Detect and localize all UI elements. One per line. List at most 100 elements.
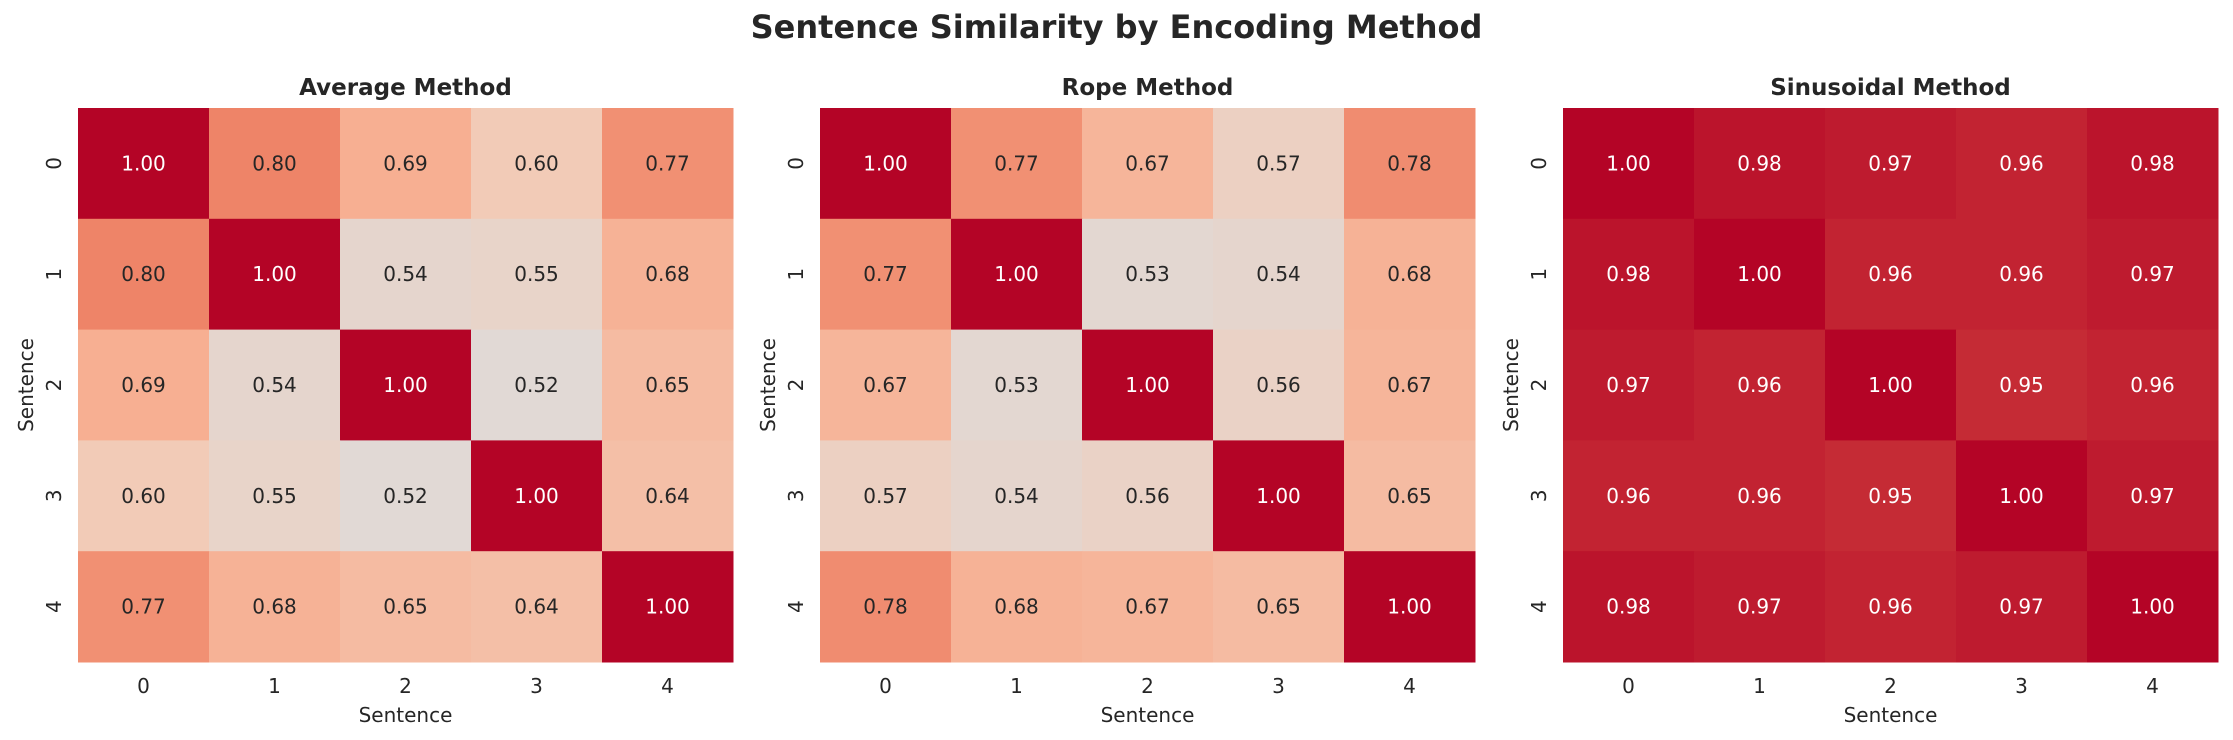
cell-annotation: 0.60	[514, 151, 559, 175]
heatmap-cell	[1082, 329, 1214, 441]
heatmap-cell	[209, 551, 341, 663]
heatmap-cell	[951, 108, 1083, 220]
y-tick-label: 2	[784, 379, 808, 392]
heatmap-cell	[78, 329, 210, 441]
cell-annotation: 0.68	[252, 595, 297, 619]
cell-annotation: 1.00	[645, 595, 690, 619]
x-tick-label: 3	[530, 674, 543, 698]
cell-annotation: 1.00	[2130, 595, 2175, 619]
cell-annotation: 0.56	[1125, 484, 1170, 508]
heatmap-cell	[1956, 551, 2088, 663]
heatmap-cell	[1825, 329, 1957, 441]
heatmap-cell	[471, 440, 603, 552]
heatmap-cell	[1213, 108, 1345, 220]
cell-annotation: 0.97	[1999, 595, 2044, 619]
cell-annotation: 0.97	[2130, 484, 2175, 508]
y-tick-label: 4	[784, 600, 808, 613]
x-tick-label: 3	[1272, 674, 1285, 698]
heatmap-cell	[1825, 440, 1957, 552]
cell-annotation: 0.96	[1606, 484, 1651, 508]
heatmap-cell	[2087, 218, 2219, 331]
heatmap-cell	[1213, 551, 1345, 663]
cell-annotation: 0.69	[121, 373, 166, 397]
cell-annotation: 0.97	[1868, 151, 1913, 175]
heatmap-cell	[78, 551, 210, 663]
x-axis-label: Sentence	[1844, 703, 1938, 727]
heatmap-cell	[1082, 551, 1214, 663]
x-tick-label: 3	[2015, 674, 2028, 698]
y-tick-label: 4	[42, 600, 66, 613]
y-tick-label: 2	[1527, 379, 1551, 392]
cell-annotation: 0.68	[994, 595, 1039, 619]
cell-annotation: 0.95	[1999, 373, 2044, 397]
cell-annotation: 0.96	[1999, 151, 2044, 175]
cell-annotation: 0.57	[863, 484, 908, 508]
cell-annotation: 0.78	[863, 595, 908, 619]
heatmap-cell	[602, 440, 734, 552]
cell-annotation: 0.97	[1606, 373, 1651, 397]
heatmap-cell	[820, 218, 952, 331]
x-tick-label: 4	[2146, 674, 2159, 698]
heatmap-cell	[78, 218, 210, 331]
cell-annotation: 0.52	[514, 373, 559, 397]
heatmap-cell	[1825, 551, 1957, 663]
cell-annotation: 1.00	[121, 151, 166, 175]
cell-annotation: 0.80	[252, 151, 297, 175]
heatmap-cell	[1344, 551, 1476, 663]
heatmap-cell	[209, 329, 341, 441]
y-tick-label: 2	[42, 379, 66, 392]
cell-annotation: 0.98	[1606, 262, 1651, 286]
y-tick-label: 1	[42, 268, 66, 281]
heatmap-cell	[471, 329, 603, 441]
panel-title: Average Method	[299, 75, 512, 101]
x-axis-label: Sentence	[359, 703, 453, 727]
x-tick-label: 4	[661, 674, 674, 698]
cell-annotation: 0.57	[1256, 151, 1301, 175]
cell-annotation: 0.96	[2130, 373, 2175, 397]
cell-annotation: 0.95	[1868, 484, 1913, 508]
y-tick-label: 4	[1527, 600, 1551, 613]
cell-annotation: 0.96	[1868, 595, 1913, 619]
y-axis-label: Sentence	[14, 338, 38, 432]
cell-annotation: 0.55	[514, 262, 559, 286]
heatmap-cell	[1956, 218, 2088, 331]
x-tick-label: 1	[1010, 674, 1023, 698]
heatmap-cell	[1825, 108, 1957, 220]
heatmap-cell	[1563, 329, 1695, 441]
cell-annotation: 0.98	[1606, 595, 1651, 619]
heatmap-cell	[820, 329, 952, 441]
heatmap-cell	[340, 329, 472, 441]
heatmap-cell	[1694, 108, 1826, 220]
heatmap-cell	[1956, 440, 2088, 552]
cell-annotation: 1.00	[1868, 373, 1913, 397]
x-tick-label: 0	[1622, 674, 1635, 698]
x-tick-label: 1	[1753, 674, 1766, 698]
heatmap-cell	[2087, 108, 2219, 220]
heatmap-cell	[1344, 108, 1476, 220]
heatmap-cell	[951, 218, 1083, 331]
heatmap-cell	[340, 108, 472, 220]
cell-annotation: 0.77	[863, 262, 908, 286]
cell-annotation: 0.67	[1387, 373, 1432, 397]
x-tick-label: 2	[399, 674, 412, 698]
heatmap-cell	[209, 218, 341, 331]
cell-annotation: 0.55	[252, 484, 297, 508]
cell-annotation: 0.68	[1387, 262, 1432, 286]
heatmap-cell	[209, 440, 341, 552]
panel-title: Sinusoidal Method	[1770, 75, 2011, 101]
cell-annotation: 0.54	[994, 484, 1039, 508]
y-tick-label: 3	[784, 489, 808, 502]
y-tick-label: 0	[42, 157, 66, 170]
cell-annotation: 0.67	[1125, 151, 1170, 175]
cell-annotation: 0.96	[1999, 262, 2044, 286]
heatmap-cell	[1344, 218, 1476, 331]
cell-annotation: 0.67	[1125, 595, 1170, 619]
cell-annotation: 1.00	[1606, 151, 1651, 175]
cell-annotation: 1.00	[1999, 484, 2044, 508]
heatmap-cell	[471, 108, 603, 220]
panel-title: Rope Method	[1062, 75, 1234, 101]
cell-annotation: 1.00	[514, 484, 559, 508]
heatmap-cell	[602, 329, 734, 441]
x-tick-label: 0	[137, 674, 150, 698]
